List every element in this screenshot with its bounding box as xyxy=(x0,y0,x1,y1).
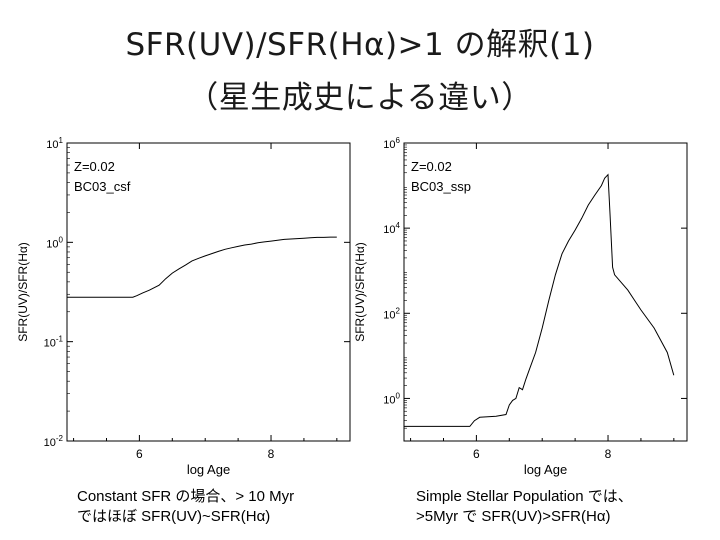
y-tick-label: 100 xyxy=(46,235,63,250)
x-axis-label: log Age xyxy=(524,462,567,477)
x-axis-label: log Age xyxy=(187,462,230,477)
plot-frame xyxy=(66,142,351,442)
slide-title-line1: SFR(UV)/SFR(Hα)>1 の解釈(1) xyxy=(125,27,595,63)
x-tick-label: 6 xyxy=(136,447,143,461)
caption-left: Constant SFR の場合、> 10 Myr ではほぼ SFR(UV)~S… xyxy=(77,487,294,527)
chart-annotation: Z=0.02 xyxy=(74,159,115,174)
caption-right-line2: >5Myr で SFR(UV)>SFR(Hα) xyxy=(416,508,611,525)
series-line xyxy=(404,173,675,427)
y-tick-label: 100 xyxy=(383,391,400,406)
chart-csf: 6 8 10-2 10-1 100 101 log Age SFR(UV)/SFR(Hα) Z=… xyxy=(16,136,351,477)
caption-right-line1: Simple Stellar Population では、 xyxy=(416,488,633,505)
slide-title-line2: （星生成史による違い） xyxy=(187,80,533,116)
chart-annotation: BC03_ssp xyxy=(411,179,471,194)
y-axis-label: SFR(UV)/SFR(Hα) xyxy=(16,242,30,342)
caption-right: Simple Stellar Population では、 >5Myr で SF… xyxy=(416,487,633,527)
x-tick-label: 8 xyxy=(605,447,612,461)
x-tick-label: 8 xyxy=(268,447,275,461)
caption-left-line2: ではほぼ SFR(UV)~SFR(Hα) xyxy=(77,508,271,525)
y-axis-label: SFR(UV)/SFR(Hα) xyxy=(353,242,367,342)
series-line xyxy=(67,236,337,298)
y-tick-label: 10-1 xyxy=(44,335,64,350)
y-tick-label: 102 xyxy=(383,306,400,321)
y-tick-label: 104 xyxy=(383,221,400,236)
chart-annotation: BC03_csf xyxy=(74,179,131,194)
caption-left-line1: Constant SFR の場合、> 10 Myr xyxy=(77,488,295,505)
y-tick-label: 101 xyxy=(46,136,63,151)
y-tick-label: 10-2 xyxy=(44,434,64,449)
chart-ssp: 6 8 100 102 104 106 log Age SFR(UV)/SFR(Hα) Z=0.… xyxy=(353,136,688,477)
plot-frame xyxy=(403,142,688,442)
chart-annotation: Z=0.02 xyxy=(411,159,452,174)
y-tick-label: 106 xyxy=(383,136,400,151)
x-tick-label: 6 xyxy=(473,447,480,461)
